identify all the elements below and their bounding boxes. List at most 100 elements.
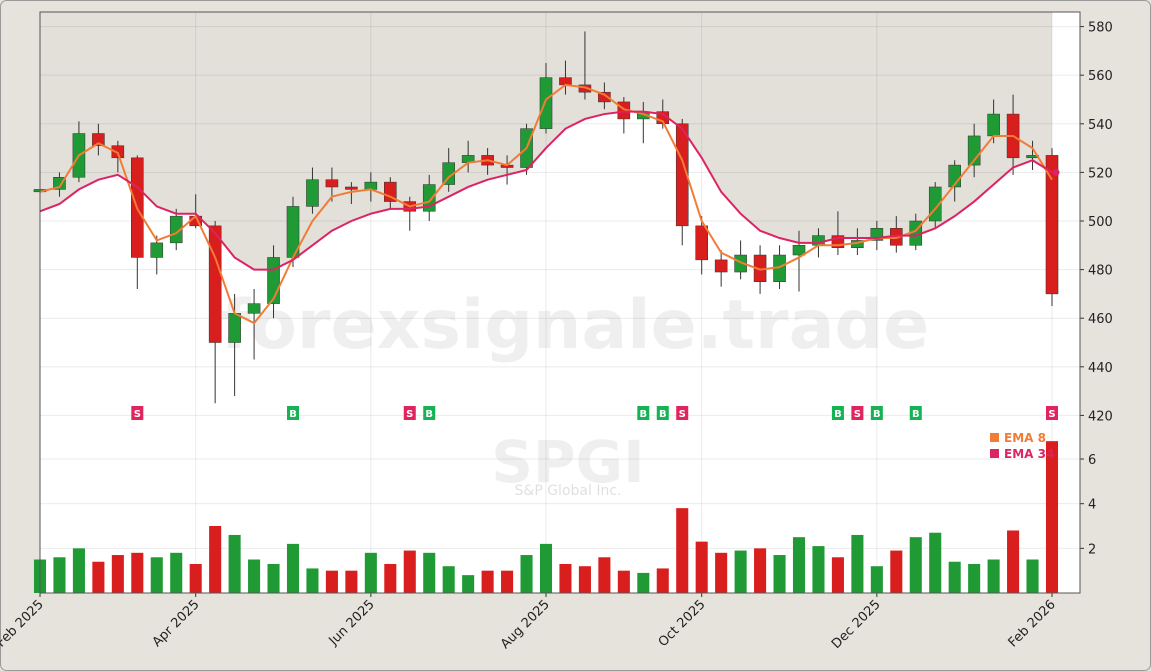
- signal-marker: [656, 406, 669, 420]
- volume-bar: [481, 570, 494, 593]
- volume-bar: [968, 563, 981, 593]
- volume-bar: [773, 555, 786, 593]
- volume-bar: [909, 537, 922, 593]
- candle-body: [714, 259, 728, 273]
- candle-body: [111, 145, 125, 159]
- volume-bar: [578, 566, 591, 593]
- volume-bar: [754, 548, 767, 593]
- volume-bar: [423, 552, 436, 593]
- volume-bar: [656, 568, 669, 593]
- volume-bar: [1026, 559, 1039, 593]
- volume-bar: [948, 561, 961, 593]
- candle-body: [208, 225, 222, 343]
- volume-bar: [929, 532, 942, 593]
- y-tick-label: 480: [1088, 264, 1113, 279]
- candle-body: [228, 313, 241, 343]
- signal-label: S: [854, 409, 861, 420]
- y-tick-label: 460: [1088, 312, 1113, 327]
- candle-body: [345, 186, 358, 190]
- signal-label: S: [1048, 409, 1055, 420]
- candle-body: [306, 179, 319, 207]
- volume-bar: [462, 575, 475, 593]
- legend-swatch: [990, 449, 999, 458]
- volume-bar: [715, 552, 728, 593]
- signal-label: S: [134, 409, 141, 420]
- y-tick-label: 440: [1088, 361, 1113, 376]
- volume-bar: [792, 537, 806, 593]
- y2-tick-label: 6: [1088, 453, 1096, 468]
- volume-bar: [170, 552, 183, 593]
- volume-bar: [598, 557, 611, 593]
- volume-bar: [851, 534, 864, 593]
- signal-marker: [637, 406, 650, 420]
- y-tick-label: 540: [1088, 118, 1113, 133]
- signal-marker: [831, 406, 844, 420]
- candle-body: [384, 181, 397, 202]
- volume-bar: [228, 534, 241, 593]
- volume-bar: [209, 526, 222, 593]
- signal-marker: [423, 406, 436, 420]
- volume-bar: [384, 563, 397, 593]
- volume-bar: [501, 570, 514, 593]
- candle-body: [150, 242, 164, 258]
- signal-label: S: [679, 409, 686, 420]
- signal-marker: [403, 406, 416, 420]
- volume-bar: [734, 550, 747, 593]
- volume-bar: [150, 557, 163, 593]
- candle-body: [1045, 155, 1059, 295]
- signal-label: B: [639, 409, 647, 420]
- candle-body: [559, 77, 572, 86]
- signal-marker: [676, 406, 689, 420]
- legend-label: EMA 34: [1004, 447, 1054, 461]
- volume-bar: [53, 557, 66, 593]
- volume-bar: [325, 570, 338, 593]
- watermark: forexsignale.trade: [221, 286, 930, 365]
- volume-bar: [1007, 530, 1020, 593]
- signal-marker: [131, 406, 144, 420]
- signal-marker: [870, 406, 883, 420]
- volume-bar: [111, 555, 124, 593]
- signal-label: B: [834, 409, 842, 420]
- last-point: [1052, 168, 1060, 176]
- volume-bar: [286, 543, 300, 593]
- legend-label: EMA 8: [1004, 431, 1046, 445]
- ema-line: [39, 110, 1053, 271]
- legend-swatch: [990, 433, 999, 442]
- candle-body: [325, 179, 339, 188]
- signal-marker: [909, 406, 922, 420]
- volume-bar: [539, 543, 553, 593]
- signal-marker: [287, 406, 299, 420]
- volume-bar: [72, 548, 85, 593]
- volume-bar: [637, 572, 650, 593]
- signal-label: B: [425, 409, 433, 420]
- y-tick-label: 420: [1088, 409, 1113, 424]
- volume-bar: [520, 555, 533, 593]
- volume-bar: [870, 566, 883, 593]
- candle-body: [792, 245, 806, 256]
- signal-marker: [851, 406, 864, 420]
- y-tick-label: 580: [1088, 21, 1113, 36]
- candle-body: [987, 113, 1000, 137]
- volume-bar: [248, 559, 261, 593]
- candle-body: [247, 303, 261, 314]
- signal-marker: [1046, 406, 1058, 420]
- candle-body: [92, 133, 105, 146]
- volume-bar: [345, 570, 358, 593]
- candle-body: [675, 123, 689, 227]
- signal-label: B: [912, 409, 920, 420]
- volume-bar: [403, 550, 416, 593]
- volume-bar: [695, 541, 708, 593]
- y-tick-label: 500: [1088, 215, 1113, 230]
- candle-body: [169, 215, 183, 244]
- volume-bar: [306, 568, 319, 593]
- volume-bar: [987, 559, 1000, 593]
- volume-bar: [364, 552, 377, 593]
- y-tick-label: 560: [1088, 69, 1113, 84]
- volume-bar: [617, 570, 630, 593]
- candle-body: [364, 181, 378, 190]
- y2-tick-label: 4: [1088, 498, 1096, 513]
- volume-bar: [812, 546, 825, 593]
